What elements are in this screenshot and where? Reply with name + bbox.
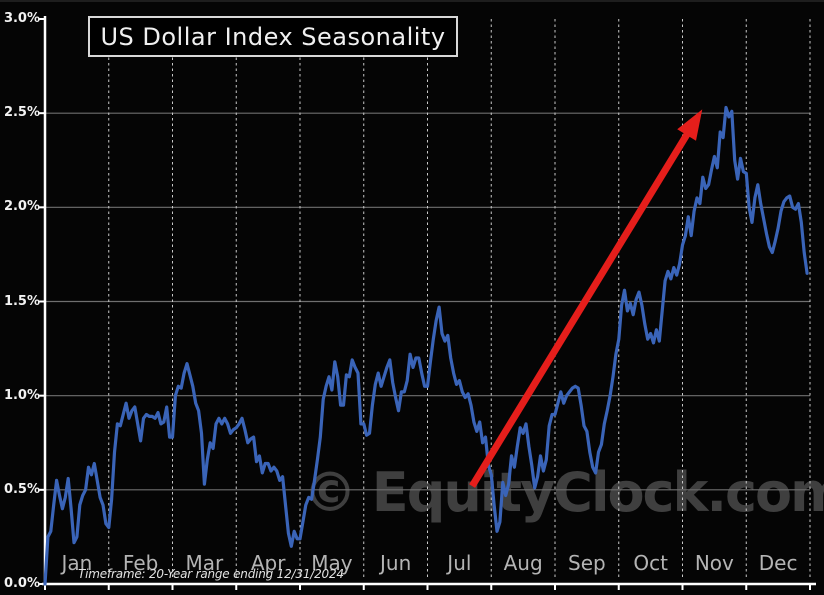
month-label-nov: Nov bbox=[694, 551, 734, 575]
y-tick-label-1.5pct: 1.5% bbox=[3, 293, 40, 309]
month-label-jan: Jan bbox=[61, 551, 93, 575]
month-label-jun: Jun bbox=[380, 551, 412, 575]
month-label-apr: Apr bbox=[250, 551, 286, 575]
month-label-jul: Jul bbox=[447, 551, 472, 575]
month-label-mar: Mar bbox=[185, 551, 224, 575]
chart-title-box: US Dollar Index Seasonality bbox=[88, 16, 458, 57]
y-tick-label-0.0pct: 0.0% bbox=[3, 576, 40, 591]
trend-arrow-head bbox=[677, 109, 703, 141]
equityclock-watermark: © EquityClock.com bbox=[303, 461, 824, 524]
month-label-sep: Sep bbox=[568, 551, 606, 575]
month-label-feb: Feb bbox=[122, 551, 159, 575]
y-tick-label-2.0pct: 2.0% bbox=[3, 199, 40, 215]
month-label-oct: Oct bbox=[633, 551, 668, 575]
month-label-dec: Dec bbox=[758, 551, 798, 575]
y-tick-label-0.5pct: 0.5% bbox=[3, 481, 40, 497]
trend-arrow-shaft bbox=[469, 128, 693, 488]
y-tick-label-3.0pct: 3.0% bbox=[3, 11, 40, 26]
y-tick-label-1.0pct: 1.0% bbox=[3, 387, 40, 403]
timeframe-footnote: Timeframe: 20-Year range ending 12/31/20… bbox=[78, 567, 344, 581]
month-label-aug: Aug bbox=[503, 551, 543, 575]
usd-index-seasonality-line bbox=[43, 105, 809, 586]
chart-title: US Dollar Index Seasonality bbox=[100, 22, 446, 51]
y-tick-label-2.5pct: 2.5% bbox=[3, 105, 40, 121]
month-label-may: May bbox=[311, 551, 353, 575]
